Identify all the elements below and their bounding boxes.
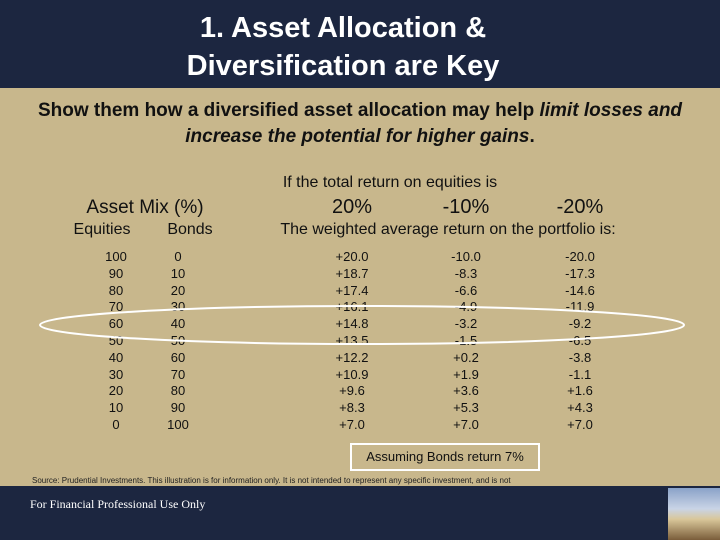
scenario-header: -20% <box>556 196 604 218</box>
scenario-header: -10% <box>442 196 490 218</box>
subtitle: Show them how a diversified asset alloca… <box>20 98 700 150</box>
table-cell: -20.0 <box>565 249 595 264</box>
footer: For Financial Professional Use Only <box>30 497 206 511</box>
table-cell: -6.5 <box>568 333 592 348</box>
table-cell: -14.6 <box>565 282 595 298</box>
table-cell: +14.8 <box>335 316 369 332</box>
table-cell: 0 <box>174 249 182 264</box>
subtitle-text: . <box>529 126 535 147</box>
title-line: Diversification are Key <box>186 50 500 82</box>
table-cell: -17.3 <box>565 265 595 281</box>
table-cell: 80 <box>170 383 186 399</box>
table-cell: 90 <box>108 265 124 281</box>
table-cell: -10.0 <box>451 249 481 264</box>
table-cell: +17.4 <box>335 282 369 298</box>
table-cell: +7.0 <box>453 417 479 432</box>
table-cell: 30 <box>108 366 124 382</box>
table-cell: 40 <box>170 316 186 332</box>
table-cell: +18.7 <box>335 265 369 281</box>
table-cell: +7.0 <box>339 417 365 432</box>
footer-band <box>0 486 720 540</box>
table-cell: -3.2 <box>454 316 478 332</box>
title-band <box>0 0 720 88</box>
result-caption: The weighted average return on the portf… <box>280 221 616 238</box>
mountain-image <box>668 488 720 540</box>
title-line: 1. Asset Allocation & <box>199 12 487 44</box>
source: Source: Prudential Investments. This ill… <box>32 476 511 485</box>
table-cell: -3.8 <box>568 349 592 365</box>
table-cell: +1.6 <box>567 383 593 399</box>
table-cell: +4.3 <box>567 400 593 416</box>
table-cell: -8.3 <box>454 265 478 281</box>
table-cell: 20 <box>108 383 124 399</box>
scenario-caption: If the total return on equities is <box>282 174 498 191</box>
table-cell: +9.6 <box>339 383 365 399</box>
table-cell: 80 <box>108 282 124 298</box>
table-cell: 70 <box>108 299 124 315</box>
table-cell: -6.6 <box>454 282 478 298</box>
table-cell: 100 <box>167 417 189 432</box>
table-cell: 90 <box>170 400 186 416</box>
table-cell: 40 <box>108 349 124 365</box>
highlight-ellipse <box>39 305 685 345</box>
table-cell: +8.3 <box>339 400 365 416</box>
table-cell: +20.0 <box>335 249 369 264</box>
table-cell: +10.9 <box>335 366 369 382</box>
table-cell: 10 <box>108 400 124 416</box>
group-header: Asset Mix (%) <box>86 197 204 218</box>
table-cell: -1.1 <box>568 366 592 382</box>
table-cell: +1.9 <box>453 366 479 382</box>
table-cell: 60 <box>170 349 186 365</box>
column-header: Equities <box>73 221 131 238</box>
table-cell: 30 <box>170 299 186 315</box>
scenario-header: 20% <box>331 196 373 218</box>
table-cell: +7.0 <box>567 417 593 432</box>
table-cell: 70 <box>170 366 186 382</box>
note-box: Assuming Bonds return 7% <box>350 443 540 471</box>
table-cell: +3.6 <box>453 383 479 399</box>
table-cell: +5.3 <box>453 400 479 416</box>
table-cell: 10 <box>170 265 186 281</box>
table-cell: +0.2 <box>453 349 479 365</box>
table-cell: 0 <box>112 417 120 432</box>
subtitle-text: Show them how a diversified asset alloca… <box>37 100 535 121</box>
table-cell: 60 <box>108 316 124 332</box>
column-header: Bonds <box>167 221 213 238</box>
table-cell: -1.5 <box>454 333 478 348</box>
subtitle-emphasis: limit losses and increase the potential … <box>185 100 683 147</box>
table-cell: 20 <box>170 282 186 298</box>
table-cell: +12.2 <box>335 349 369 365</box>
table-cell: -9.2 <box>568 316 592 332</box>
table-cell: 100 <box>105 249 127 264</box>
